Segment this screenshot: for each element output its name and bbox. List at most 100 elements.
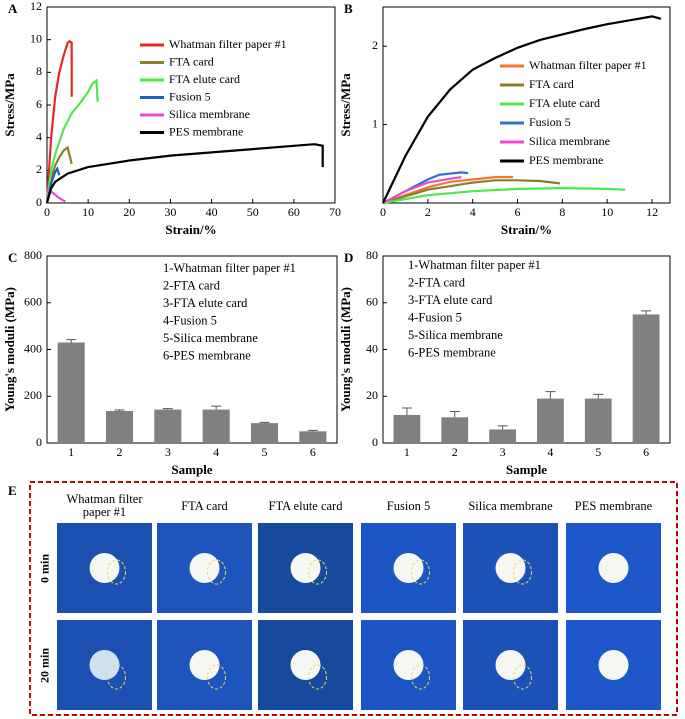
y-tick-label: 1: [372, 116, 378, 130]
x-tick-label: 2: [452, 445, 458, 459]
legend-label: Silica membrane: [169, 107, 250, 121]
x-tick-label: 40: [206, 205, 218, 219]
legend-label: FTA elute card: [529, 96, 600, 110]
y-axis-label: Young's moduli (MPa): [2, 287, 17, 412]
error-bar: [211, 405, 222, 410]
legend-label: Whatman filter paper #1: [529, 58, 647, 72]
bar: [57, 342, 85, 443]
sample-disc: [495, 650, 526, 680]
x-tick-label: 3: [165, 445, 171, 459]
sample-disc: [393, 553, 424, 583]
x-tick-label: 70: [329, 205, 341, 219]
bar: [154, 409, 182, 443]
series-line: [382, 176, 513, 205]
sample-disc: [89, 650, 120, 680]
y-tick-label: 600: [24, 295, 42, 309]
y-tick-label: 800: [24, 248, 42, 262]
x-tick-label: 12: [646, 205, 658, 219]
bar: [393, 414, 421, 443]
y-tick-label: 8: [36, 64, 42, 78]
sample-disc: [89, 553, 120, 583]
row-label: 0 min: [37, 554, 52, 584]
legend-note: 1-Whatman filter paper #1: [408, 258, 541, 272]
legend-note: 1-Whatman filter paper #1: [163, 261, 296, 275]
legend-note: 3-FTA elute card: [408, 293, 493, 307]
series-line: [382, 186, 626, 205]
error-bar: [449, 410, 460, 418]
y-tick-label: 40: [366, 341, 378, 355]
x-tick-label: 30: [164, 205, 176, 219]
sample-disc: [495, 553, 526, 583]
x-axis-label: Sample: [171, 462, 212, 477]
legend-note: 2-FTA card: [163, 278, 221, 292]
y-tick-label: 0: [372, 435, 378, 449]
x-tick-label: 0: [44, 205, 50, 219]
y-tick-label: 0: [36, 435, 42, 449]
x-tick-label: 6: [310, 445, 316, 459]
highlight: [411, 559, 430, 585]
bar: [584, 398, 612, 443]
y-axis-label: Young's moduli (MPa): [338, 287, 353, 412]
series-line: [45, 143, 324, 204]
error-bar: [114, 409, 125, 411]
x-tick-label: 10: [82, 205, 94, 219]
x-tick-label: 2: [117, 445, 123, 459]
x-tick-label: 60: [288, 205, 300, 219]
row-label: 20 min: [37, 648, 52, 684]
highlight: [308, 664, 327, 690]
error-bar: [307, 429, 318, 432]
y-tick-label: 20: [366, 388, 378, 402]
error-bar: [66, 339, 77, 343]
bar: [441, 417, 469, 443]
series-line: [382, 15, 662, 204]
y-tick-label: 200: [24, 388, 42, 402]
x-tick-label: 4: [547, 445, 553, 459]
column-label: Whatman filter paper #1: [66, 492, 143, 519]
x-tick-label: 5: [262, 445, 268, 459]
x-tick-label: 5: [595, 445, 601, 459]
bar: [202, 409, 230, 443]
x-tick-label: 4: [213, 445, 219, 459]
bar: [632, 314, 660, 443]
series-line: [45, 39, 73, 204]
sample-disc: [290, 553, 321, 583]
x-tick-label: 50: [247, 205, 259, 219]
y-axis-label: Stress/MPa: [2, 73, 17, 137]
y-axis-label: Stress/MPa: [338, 73, 353, 137]
panel-letter: C: [8, 250, 17, 265]
column-label: Fusion 5: [386, 499, 431, 513]
panel-letter: D: [344, 250, 353, 265]
bar: [299, 431, 327, 443]
y-tick-label: 60: [366, 295, 378, 309]
legend-note: 6-PES membrane: [408, 345, 496, 359]
error-bar: [259, 421, 270, 424]
bar: [105, 410, 134, 443]
highlight: [207, 664, 226, 690]
y-tick-label: 0: [36, 195, 42, 209]
legend-label: FTA card: [529, 77, 574, 91]
legend-label: FTA card: [169, 54, 214, 68]
series-line: [45, 78, 99, 204]
highlight: [107, 559, 126, 585]
series-line: [382, 179, 561, 205]
x-tick-label: 4: [470, 205, 476, 219]
x-axis-label: Strain/%: [501, 222, 552, 237]
x-tick-label: 6: [643, 445, 649, 459]
x-tick-label: 8: [559, 205, 565, 219]
x-tick-label: 20: [123, 205, 135, 219]
bar: [489, 429, 516, 443]
x-tick-label: 1: [68, 445, 74, 459]
x-tick-label: 2: [425, 205, 431, 219]
column-label: FTA card: [181, 499, 228, 513]
legend-note: 5-Silica membrane: [163, 331, 258, 345]
legend-note: 6-PES membrane: [163, 348, 251, 362]
y-tick-label: 80: [366, 248, 378, 262]
x-axis-label: Sample: [506, 462, 547, 477]
highlight: [411, 664, 430, 690]
highlight: [107, 664, 126, 690]
sample-disc: [598, 650, 629, 680]
panel-letter: A: [8, 1, 18, 16]
legend-label: Whatman filter paper #1: [169, 37, 287, 51]
